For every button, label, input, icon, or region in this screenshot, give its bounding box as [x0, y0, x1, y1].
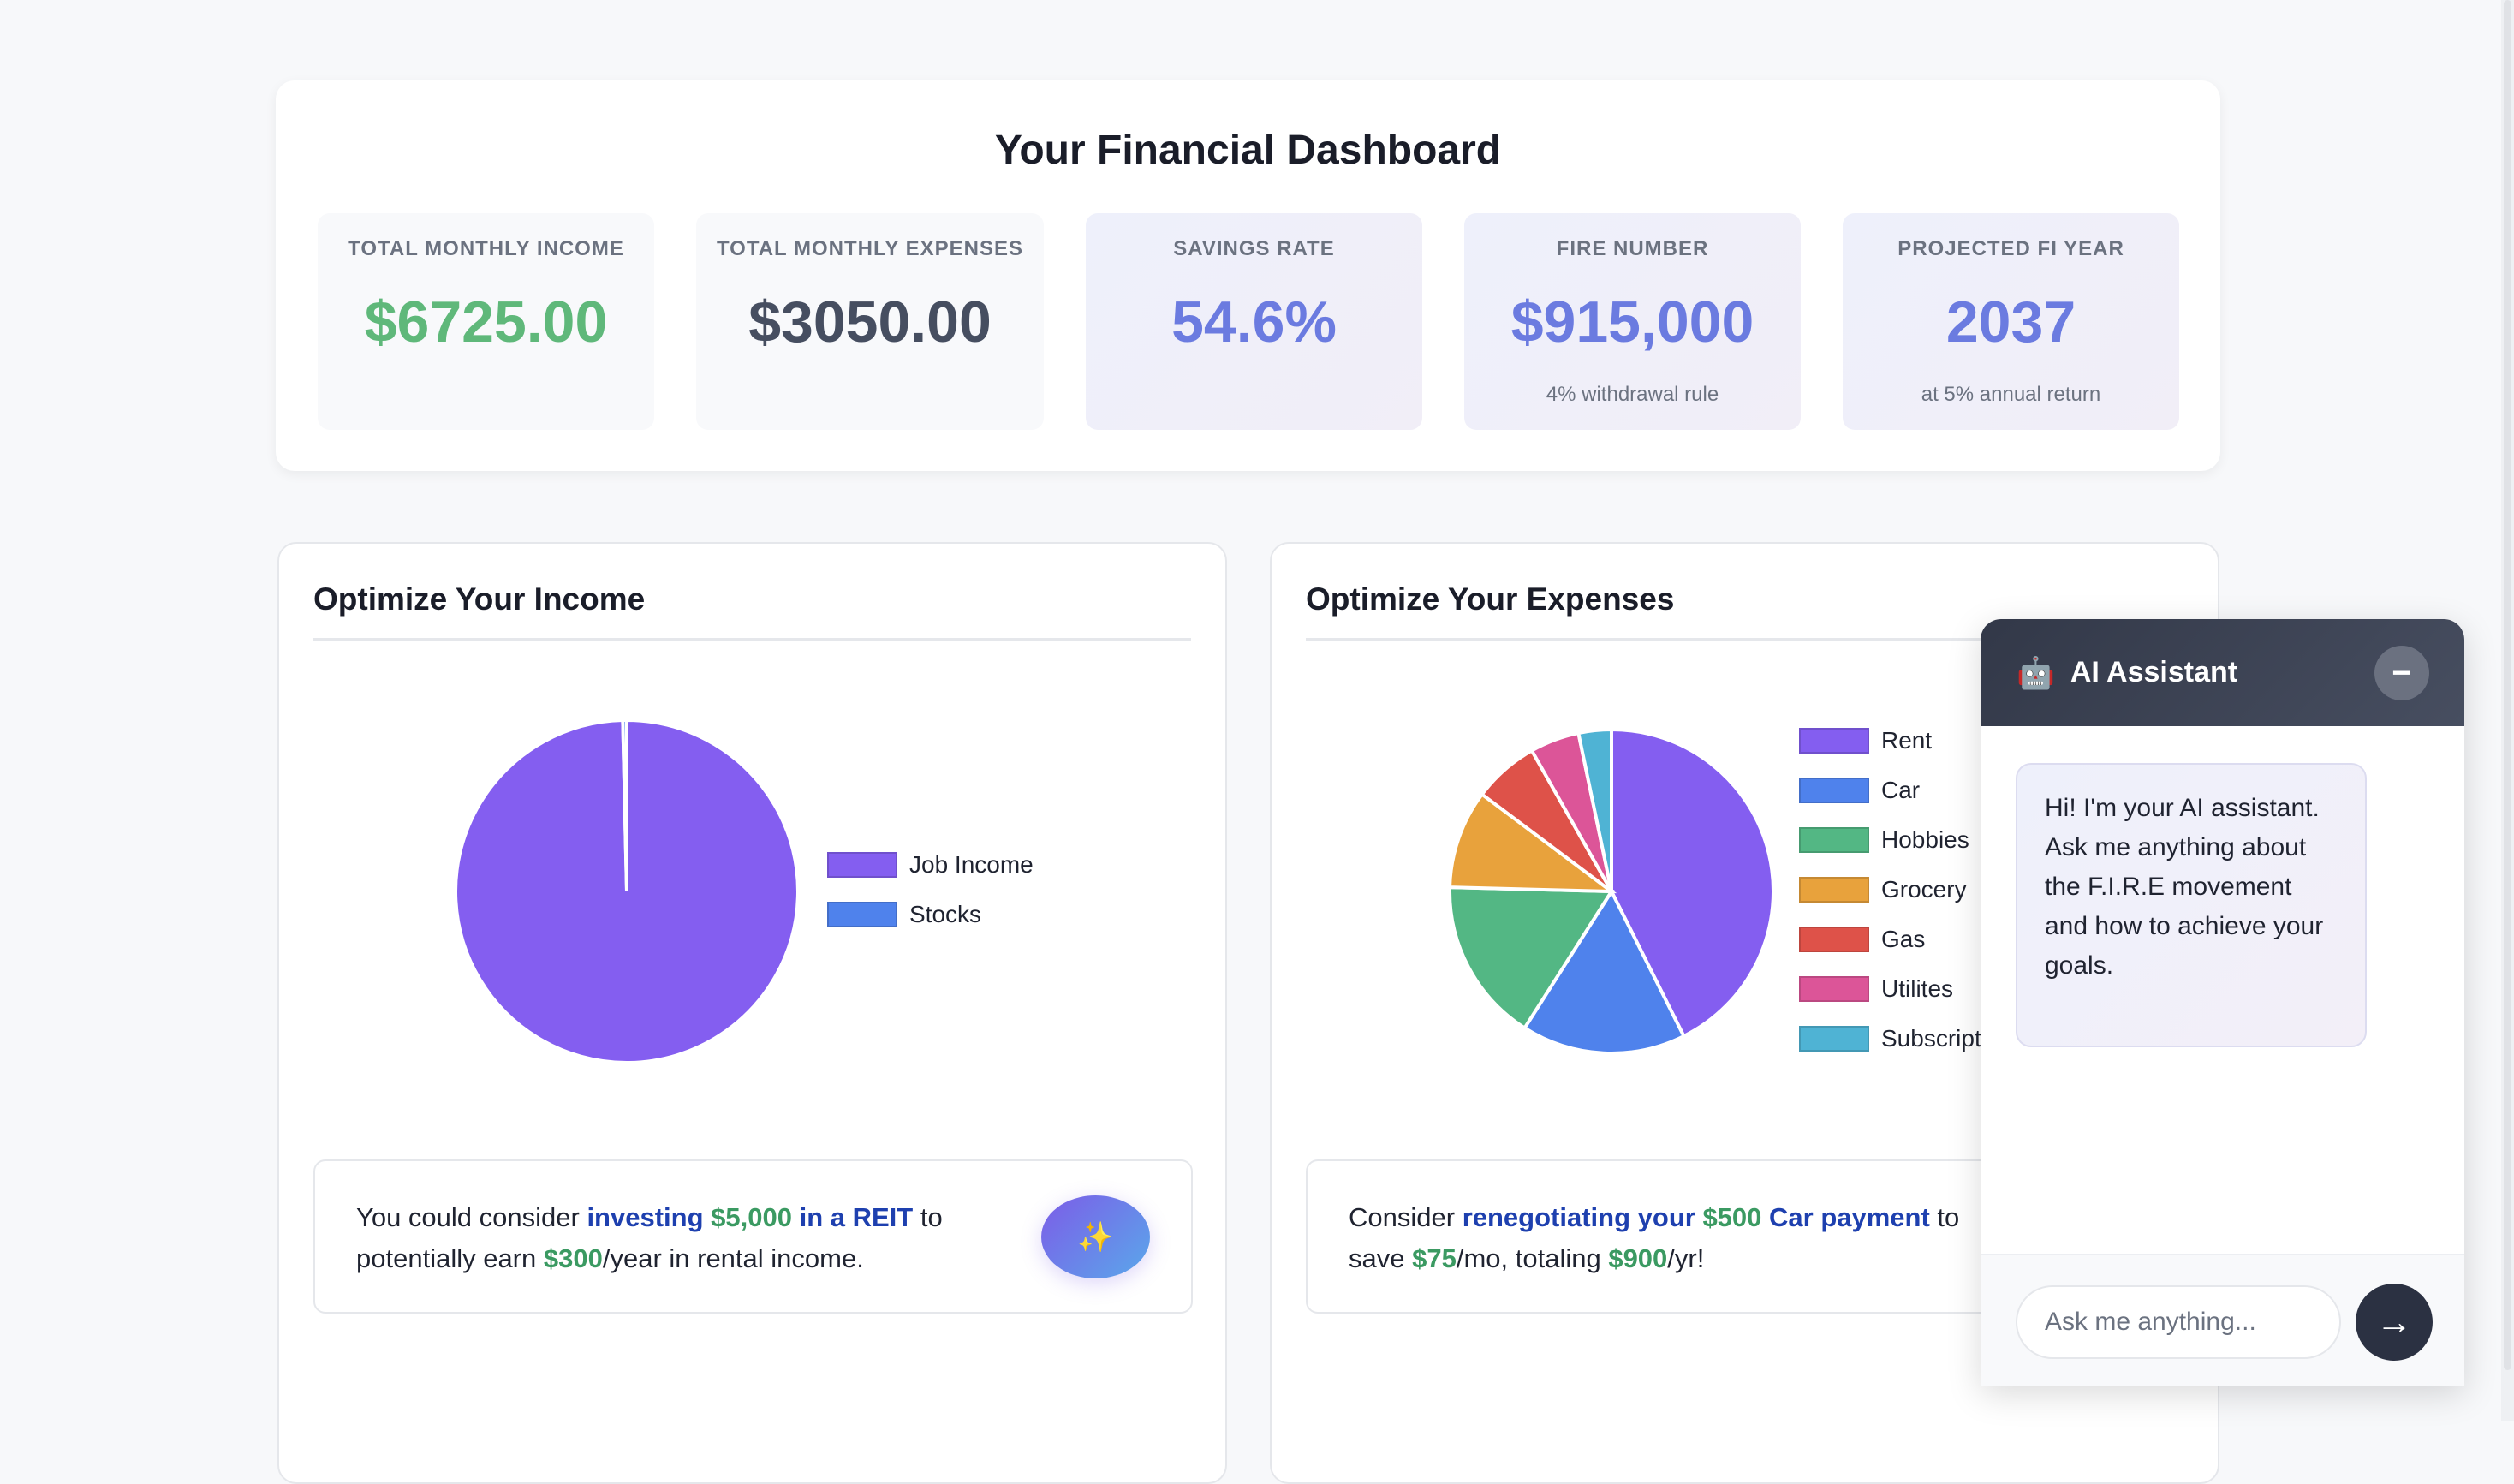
- chat-input[interactable]: [2016, 1285, 2341, 1359]
- income-tip-text: You could consider investing $5,000 in a…: [356, 1202, 943, 1273]
- income-legend: Job Income Stocks: [827, 840, 1034, 939]
- expenses-legend: Rent Car Hobbies Grocery Gas Utilites Subscrip…: [1799, 716, 2025, 1064]
- legend-swatch: [1799, 976, 1869, 1002]
- legend-label: Hobbies: [1881, 826, 1969, 853]
- legend-swatch: [1799, 728, 1869, 754]
- robot-icon: 🤖: [2017, 654, 2055, 690]
- stat-card: SAVINGS RATE 54.6%: [1086, 213, 1422, 430]
- income-pie-chart: [454, 718, 801, 1064]
- income-title: Optimize Your Income: [313, 581, 646, 617]
- stat-label: PROJECTED FI YEAR: [1897, 237, 2124, 260]
- stat-value: $915,000: [1510, 289, 1754, 355]
- stat-card: TOTAL MONTHLY INCOME $6725.00: [318, 213, 654, 430]
- expenses-title: Optimize Your Expenses: [1306, 581, 1675, 617]
- stat-subtext: at 5% annual return: [1921, 383, 2101, 406]
- legend-item[interactable]: Utilites: [1799, 964, 2025, 1014]
- legend-swatch: [827, 852, 897, 878]
- stat-value: $6725.00: [364, 289, 608, 355]
- stat-label: TOTAL MONTHLY EXPENSES: [716, 237, 1024, 260]
- send-button[interactable]: →: [2356, 1284, 2433, 1361]
- scrollbar-thumb[interactable]: [2504, 0, 2511, 1370]
- legend-label: Grocery: [1881, 876, 1967, 903]
- assistant-message: Hi! I'm your AI assistant. Ask me anythi…: [2016, 763, 2367, 1047]
- stat-label: SAVINGS RATE: [1173, 237, 1335, 260]
- legend-item[interactable]: Rent: [1799, 716, 2025, 766]
- pie-slice-stocks[interactable]: [621, 718, 628, 892]
- stat-label: FIRE NUMBER: [1556, 237, 1709, 260]
- legend-label: Stocks: [909, 901, 982, 927]
- divider: [1306, 638, 2183, 641]
- legend-item[interactable]: Grocery: [1799, 865, 2025, 915]
- divider: [313, 638, 1191, 641]
- chat-header: 🤖 AI Assistant −: [1981, 619, 2464, 726]
- dashboard-card: Your Financial Dashboard TOTAL MONTHLY I…: [276, 80, 2220, 471]
- legend-label: Utilites: [1881, 975, 1954, 1002]
- sparkles-button[interactable]: ✨: [1041, 1195, 1150, 1278]
- stat-value: 2037: [1945, 289, 2076, 355]
- pie-slice-rent[interactable]: [1610, 727, 1775, 1039]
- legend-swatch: [1799, 1026, 1869, 1052]
- stat-card: FIRE NUMBER $915,000 4% withdrawal rule: [1464, 213, 1801, 430]
- legend-swatch: [1799, 877, 1869, 903]
- stat-value: $3050.00: [748, 289, 992, 355]
- pie-slice-hobbies[interactable]: [1448, 885, 1615, 1031]
- legend-swatch: [1799, 827, 1869, 853]
- expenses-pie-chart: [1448, 727, 1775, 1055]
- stat-label: TOTAL MONTHLY INCOME: [348, 237, 624, 260]
- expenses-tip-text: Consider renegotiating your $500 Car pay…: [1349, 1202, 1960, 1273]
- legend-label: Gas: [1881, 926, 1926, 952]
- legend-item[interactable]: Car: [1799, 766, 2025, 815]
- income-tip: You could consider investing $5,000 in a…: [313, 1159, 1193, 1314]
- stat-card: PROJECTED FI YEAR 2037 at 5% annual return: [1843, 213, 2179, 430]
- stat-value: 54.6%: [1171, 289, 1337, 355]
- chat-title: AI Assistant: [2070, 656, 2238, 688]
- legend-swatch: [827, 902, 897, 927]
- stat-card: TOTAL MONTHLY EXPENSES $3050.00: [696, 213, 1044, 430]
- legend-label: Car: [1881, 777, 1921, 803]
- chat-footer: →: [1981, 1254, 2464, 1386]
- legend-item[interactable]: Gas: [1799, 915, 2025, 964]
- legend-label: Job Income: [909, 851, 1034, 878]
- scrollbar[interactable]: [2501, 0, 2514, 1421]
- pie-slice-grocery[interactable]: [1448, 791, 1617, 894]
- stat-subtext: 4% withdrawal rule: [1546, 383, 1719, 406]
- income-panel: Optimize Your Income Job Income Stocks Yo…: [277, 542, 1227, 1484]
- legend-item[interactable]: Stocks: [827, 890, 1034, 939]
- sparkles-icon: ✨: [1077, 1220, 1114, 1254]
- ai-assistant-widget: 🤖 AI Assistant − Hi! I'm your AI assista…: [1981, 619, 2464, 1386]
- legend-label: Rent: [1881, 727, 1933, 754]
- page-title: Your Financial Dashboard: [994, 128, 1502, 173]
- minimize-button[interactable]: −: [2374, 646, 2429, 700]
- legend-swatch: [1799, 778, 1869, 803]
- pie-slice-car[interactable]: [1522, 887, 1687, 1055]
- legend-swatch: [1799, 927, 1869, 952]
- legend-item[interactable]: Job Income: [827, 840, 1034, 890]
- pie-slice-subscriptions[interactable]: [1576, 727, 1613, 892]
- legend-item[interactable]: Hobbies: [1799, 815, 2025, 865]
